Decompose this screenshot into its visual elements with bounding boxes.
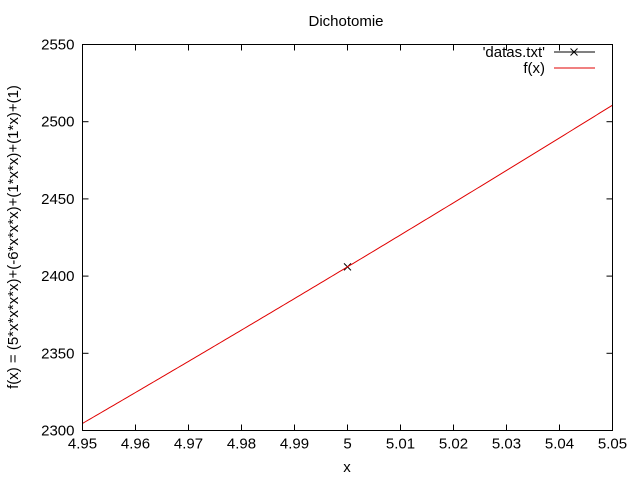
y-tick-label: 2350: [41, 345, 74, 362]
y-tick-label: 2550: [41, 37, 74, 54]
x-tick-label: 4.99: [280, 436, 309, 453]
plot-marks: [82, 104, 613, 424]
chart-title: Dichotomie: [308, 13, 383, 30]
x-tick-label: 4.96: [121, 436, 150, 453]
y-tick-label: 2400: [41, 268, 74, 285]
plot-frame: [82, 44, 613, 431]
legend: 'datas.txt'f(x): [483, 44, 595, 77]
y-axis-label: f(x) = (5*x*x*x*x)+(-6*x*x*x)+(1*x*x)+(1…: [5, 85, 22, 389]
y-tick-label: 2300: [41, 423, 74, 440]
x-tick-label: 5.01: [386, 436, 415, 453]
legend-label: 'datas.txt': [483, 44, 546, 61]
legend-label: f(x): [523, 60, 545, 77]
series-line: [82, 104, 613, 424]
x-tick-label: 5.05: [598, 436, 627, 453]
x-tick-label: 5: [343, 436, 351, 453]
x-tick-label: 5.04: [545, 436, 574, 453]
legend-marker-sample: [570, 48, 578, 56]
x-tick-label: 4.97: [174, 436, 203, 453]
x-tick-label: 5.02: [439, 436, 468, 453]
x-tick-label: 4.98: [227, 436, 256, 453]
tick-marks: [82, 44, 613, 431]
y-tick-labels: 2300 2350 2400 2450 2500 2550: [41, 37, 74, 440]
y-tick-label: 2450: [41, 191, 74, 208]
x-tick-label: 5.03: [492, 436, 521, 453]
y-tick-label: 2500: [41, 114, 74, 131]
x-axis-label: x: [343, 459, 351, 476]
x-tick-label: 4.95: [68, 436, 97, 453]
x-tick-labels: 4.95 4.96 4.97 4.98 4.99 5 5.01 5.02 5.03 5.04 5.0…: [68, 436, 627, 453]
